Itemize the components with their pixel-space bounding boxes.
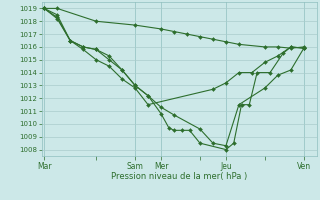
X-axis label: Pression niveau de la mer( hPa ): Pression niveau de la mer( hPa ) (111, 172, 247, 181)
